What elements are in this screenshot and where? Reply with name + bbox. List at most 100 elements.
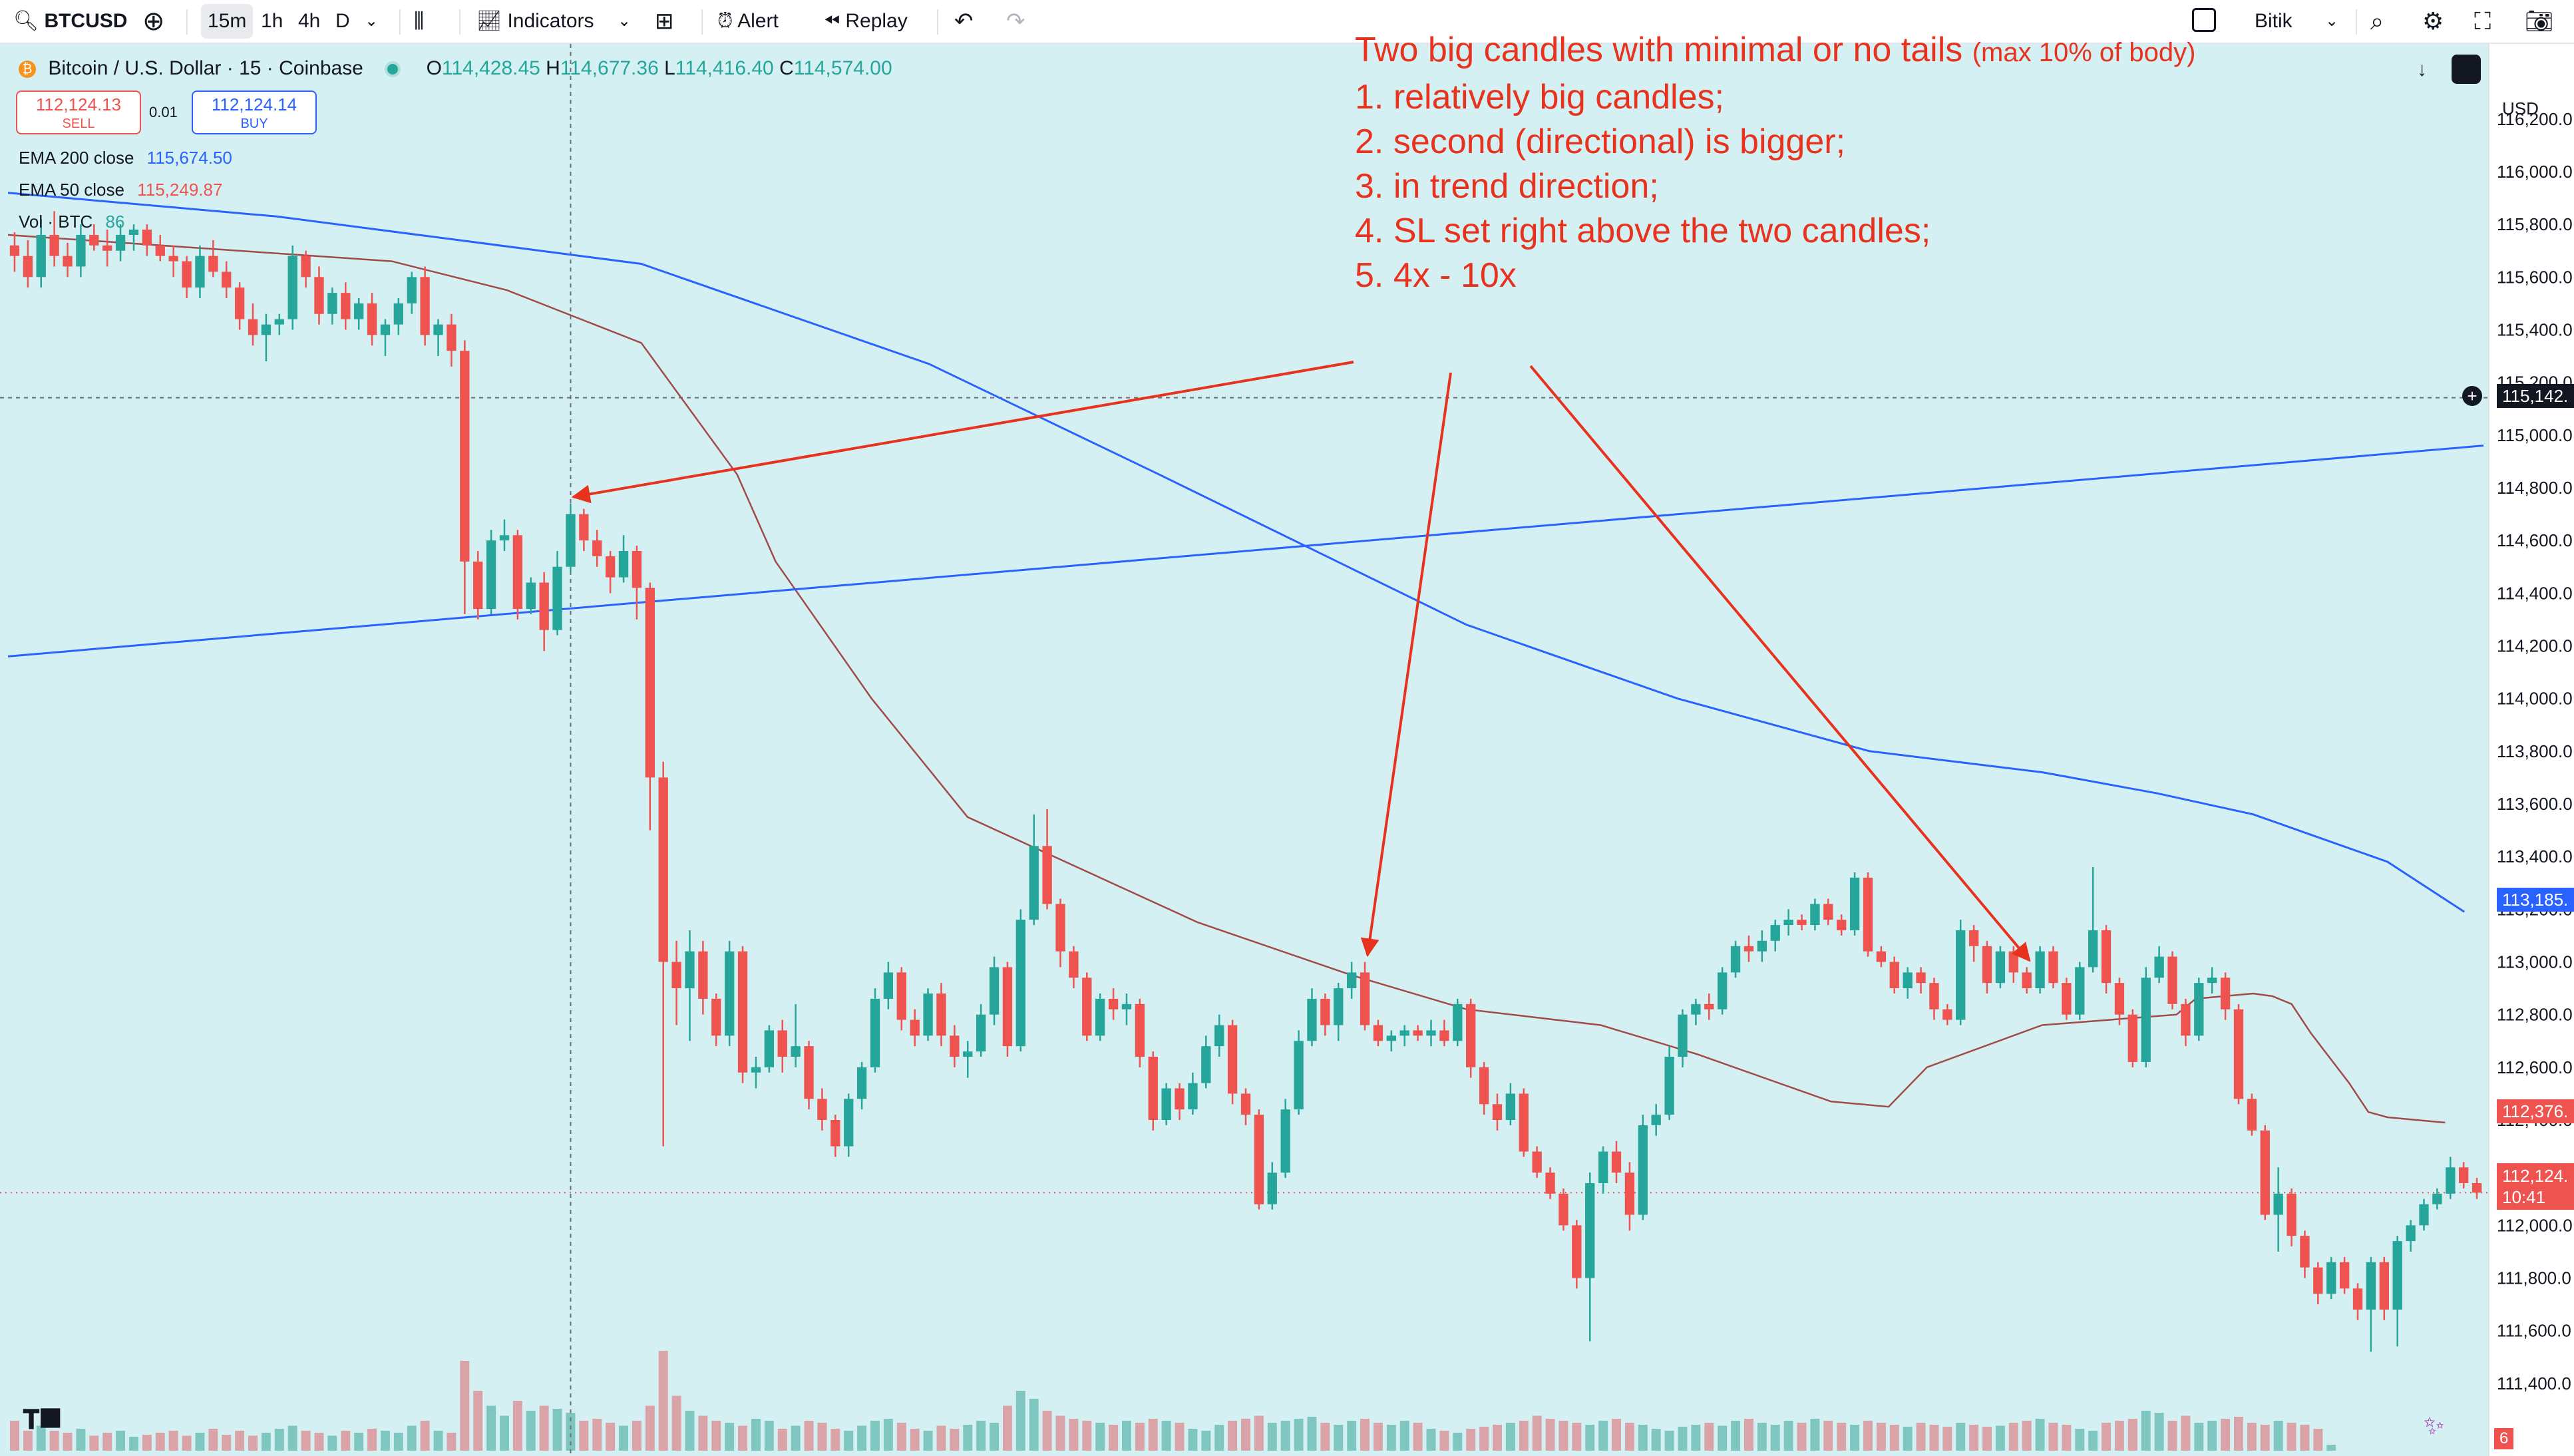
account-label[interactable]: Bitik <box>2255 10 2293 32</box>
volume-bar <box>2088 1431 2098 1451</box>
candle-body <box>1942 1009 1952 1020</box>
ema50-legend[interactable]: EMA 50 close 115,249.87 <box>19 180 222 200</box>
candle <box>2419 1198 2429 1231</box>
replay-label: Replay <box>845 10 908 32</box>
candle <box>1135 998 1145 1067</box>
sell-button[interactable]: 112,124.13 SELL <box>16 91 141 134</box>
camera-icon[interactable]: 📷︎ <box>2525 9 2554 34</box>
candle-body <box>195 256 205 288</box>
candle-body <box>896 972 906 1020</box>
candle-body <box>2247 1099 2257 1131</box>
add-symbol-icon[interactable]: ⊕ <box>142 7 165 36</box>
symbol-title[interactable]: Bitcoin / U.S. Dollar · 15 · Coinbase <box>48 57 363 79</box>
candle-body <box>222 272 232 288</box>
interval-15m[interactable]: 15m <box>201 4 254 39</box>
interval-4h[interactable]: 4h <box>298 10 321 32</box>
candle <box>2127 1009 2137 1067</box>
candle <box>354 297 364 330</box>
candle <box>1929 978 1939 1020</box>
candle-body <box>2088 930 2098 968</box>
candle-body <box>287 256 297 319</box>
settings-gear-icon[interactable]: ⚙ <box>2422 7 2444 35</box>
magic-tool-icon[interactable]: ✨︎ <box>2424 1412 2445 1440</box>
volume-bar <box>1559 1421 1568 1451</box>
candle <box>1346 962 1357 999</box>
candle-body <box>923 993 933 1036</box>
volume-bar <box>129 1437 138 1451</box>
alert-button[interactable]: ⏰︎ Alert <box>717 0 779 43</box>
candle-body <box>261 324 272 335</box>
candle <box>393 297 404 335</box>
low-value: 114,416.40 <box>675 57 774 79</box>
volume-bar <box>500 1415 509 1451</box>
candle <box>1717 967 1728 1015</box>
candle-body <box>1903 972 1913 989</box>
candle <box>208 240 218 277</box>
replay-button[interactable]: ⏪︎ Replay <box>824 0 908 43</box>
candle <box>2022 967 2032 994</box>
volume-bar <box>1505 1423 1515 1451</box>
candle <box>1704 993 1714 1020</box>
chart-area[interactable]: 111,400.0 111,600.0 111,800.0 112,000.0 112,… <box>0 44 2574 1456</box>
candle-body <box>2114 983 2125 1015</box>
interval-1h[interactable]: 1h <box>261 10 283 32</box>
candles-style-icon[interactable]: ⫴ <box>414 7 425 35</box>
market-status-icon <box>385 61 401 78</box>
volume-bar <box>1969 1425 1979 1451</box>
ema200-legend[interactable]: EMA 200 close 115,674.50 <box>19 148 232 168</box>
ema50-line <box>7 234 2446 1124</box>
candle-body <box>2141 978 2151 1062</box>
candle-body <box>725 951 735 1036</box>
chevron-down-icon[interactable]: ⌄ <box>618 12 632 30</box>
candle <box>950 1025 960 1067</box>
candle-body <box>168 256 178 262</box>
candle-body <box>632 550 642 588</box>
chevron-down-icon[interactable]: ⌄ <box>2325 12 2339 30</box>
chevron-down-icon[interactable]: ⌄ <box>365 12 379 30</box>
candle-body <box>1559 1193 1568 1226</box>
volume-bar <box>420 1421 430 1451</box>
volume-bar <box>698 1415 708 1451</box>
currency-label[interactable]: USD <box>2502 98 2539 118</box>
candle <box>2075 962 2085 1020</box>
undo-icon[interactable]: ↶ <box>954 9 974 34</box>
candle <box>844 1093 854 1157</box>
indicators-button[interactable]: 📈︎ Indicators <box>476 0 594 43</box>
candle <box>1810 898 1820 930</box>
candle <box>1744 935 1754 962</box>
bitcoin-icon: ₿ <box>19 61 36 79</box>
indicators-label: Indicators <box>507 10 594 32</box>
candle-body <box>115 234 126 251</box>
candle-body <box>2392 1241 2402 1310</box>
candle-body <box>2339 1262 2350 1289</box>
redo-icon[interactable]: ↷ <box>1006 9 1025 34</box>
buy-button[interactable]: 112,124.14 BUY <box>192 91 317 134</box>
add-alert-plus-icon[interactable]: + <box>2462 386 2482 406</box>
object-tree-icon[interactable] <box>2452 55 2481 84</box>
candle <box>407 272 417 314</box>
price-tick-label: 115,400.0 <box>2497 319 2573 339</box>
candle-body <box>1280 1109 1290 1173</box>
volume-bar <box>1267 1423 1277 1451</box>
interval-d[interactable]: D <box>335 10 350 32</box>
layouts-grid-icon[interactable]: ⊞ <box>655 9 674 34</box>
volume-bar <box>1837 1423 1847 1451</box>
volume-bar <box>1691 1425 1701 1451</box>
scroll-down-arrow-icon[interactable]: ↓ <box>2417 59 2427 81</box>
fullscreen-icon[interactable]: ⛶ <box>2474 7 2491 35</box>
volume-legend[interactable]: Vol · BTC 86 <box>19 212 124 232</box>
candle <box>1863 872 1873 957</box>
candle <box>2181 998 2191 1047</box>
quick-search-icon[interactable]: ⌕ <box>2370 7 2384 35</box>
candle-body <box>1638 1125 1648 1215</box>
candle-body <box>2432 1193 2442 1204</box>
layout-square-icon[interactable] <box>2192 8 2216 32</box>
candle <box>486 530 496 614</box>
volume-value: 86 <box>105 212 125 232</box>
volume-bar <box>1651 1429 1661 1451</box>
candle <box>234 282 245 330</box>
symbol-search[interactable]: 🔍︎ BTCUSD <box>13 0 127 43</box>
candle <box>1532 1146 1542 1179</box>
candle <box>1373 1019 1383 1047</box>
candlestick-chart[interactable]: 111,400.0 111,600.0 111,800.0 112,000.0 112,… <box>0 44 2574 1456</box>
